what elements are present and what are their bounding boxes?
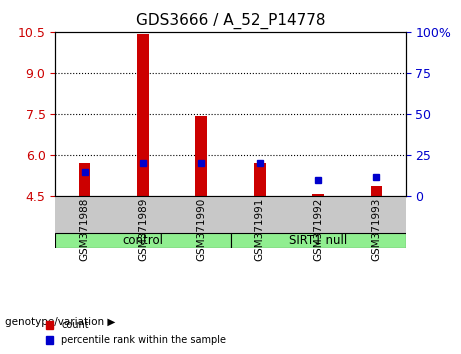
Bar — [254, 163, 266, 196]
Legend: count, percentile rank within the sample: count, percentile rank within the sample — [42, 316, 230, 349]
Text: control: control — [123, 234, 163, 247]
Text: GSM371989: GSM371989 — [138, 198, 148, 261]
FancyBboxPatch shape — [55, 233, 230, 248]
FancyBboxPatch shape — [230, 233, 406, 248]
Text: GSM371992: GSM371992 — [313, 198, 323, 261]
Bar — [312, 194, 324, 196]
Bar — [195, 116, 207, 196]
Text: GSM371990: GSM371990 — [196, 198, 207, 261]
Text: GSM371988: GSM371988 — [79, 198, 89, 261]
Text: GSM371991: GSM371991 — [254, 198, 265, 261]
Text: GSM371993: GSM371993 — [372, 198, 382, 261]
Bar — [371, 186, 382, 196]
Bar — [137, 34, 149, 196]
Text: SIRT1 null: SIRT1 null — [289, 234, 347, 247]
Text: genotype/variation ▶: genotype/variation ▶ — [5, 317, 115, 327]
Bar — [79, 163, 90, 196]
Title: GDS3666 / A_52_P14778: GDS3666 / A_52_P14778 — [136, 13, 325, 29]
